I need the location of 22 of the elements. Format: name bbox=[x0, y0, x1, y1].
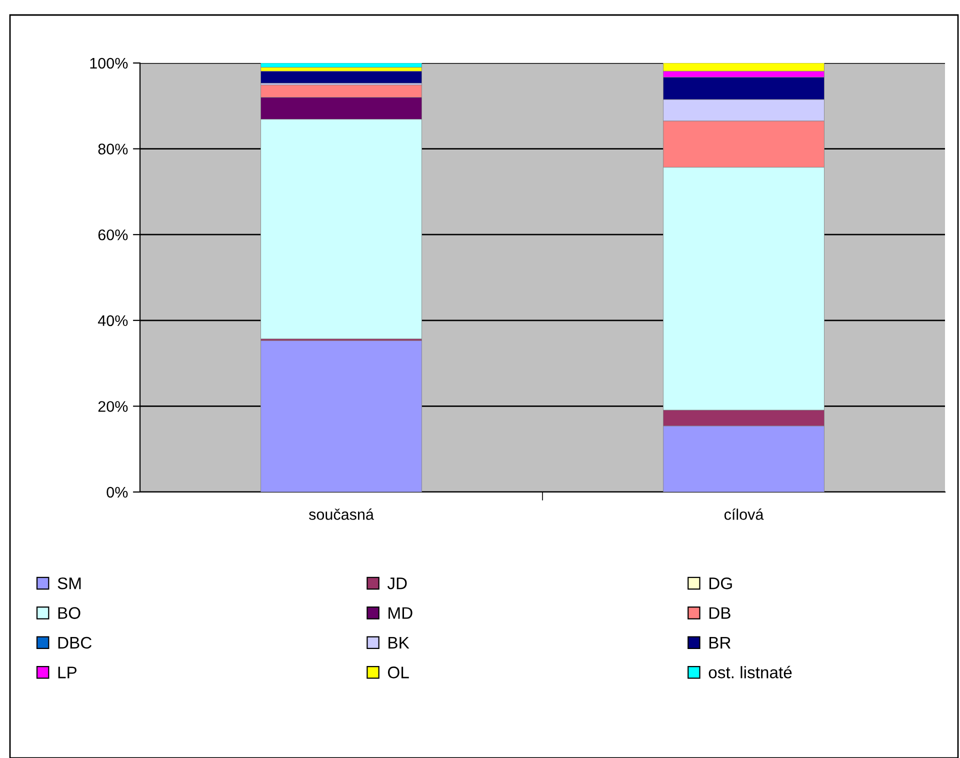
legend-label: DG bbox=[709, 577, 732, 590]
legend-label: BR bbox=[709, 637, 730, 648]
y-tick-label: 40% bbox=[98, 315, 128, 326]
y-tick-label: 80% bbox=[98, 144, 128, 154]
legend-label: DB bbox=[709, 607, 730, 619]
y-tick-label: 0% bbox=[106, 486, 128, 498]
legend-label: BO bbox=[58, 607, 80, 619]
bar bbox=[260, 63, 422, 68]
y-tick-label: 100% bbox=[90, 58, 128, 69]
legend-label: MD bbox=[388, 607, 412, 619]
legend-label: DBC bbox=[58, 636, 92, 649]
legend-label: BK bbox=[388, 637, 410, 648]
legend-label: OL bbox=[388, 666, 409, 678]
y-tick-label: 20% bbox=[98, 401, 128, 412]
x-tick-label: současná bbox=[308, 508, 374, 520]
legend-label: JD bbox=[387, 578, 407, 590]
legend-label: ost. listnaté bbox=[708, 666, 792, 678]
legend-label: SM bbox=[58, 577, 81, 590]
x-tick-label: cílová bbox=[724, 508, 764, 520]
legend-label: LP bbox=[58, 666, 77, 678]
bar bbox=[260, 340, 422, 492]
y-tick-label: 60% bbox=[98, 229, 128, 240]
